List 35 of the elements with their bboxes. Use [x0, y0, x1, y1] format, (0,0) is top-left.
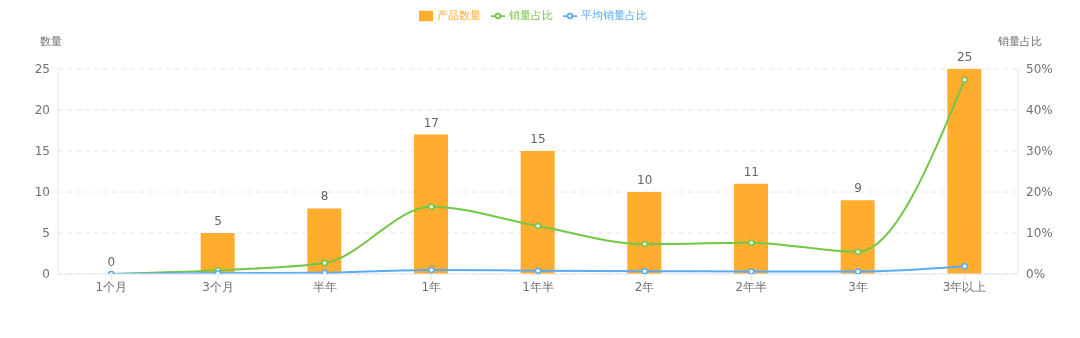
data-label: 25 [957, 50, 973, 64]
x-tick-label: 2年 [634, 279, 655, 294]
y2-tick-label: 30% [1026, 144, 1053, 158]
legend-label: 销量占比 [509, 9, 553, 22]
y2-tick-label: 20% [1026, 185, 1053, 199]
data-label: 0 [107, 255, 116, 269]
data-label: 15 [530, 132, 546, 146]
legend-label: 平均销量占比 [581, 9, 647, 22]
data-label: 10 [637, 173, 653, 187]
x-tick-label: 1个月 [95, 279, 128, 294]
y-tick-label: 20 [34, 103, 50, 117]
data-label: 17 [423, 115, 439, 130]
data-label: 5 [214, 214, 222, 228]
y-tick-label: 25 [34, 62, 50, 76]
x-tick-label: 3个月 [202, 279, 234, 294]
y-tick-label: 5 [42, 226, 50, 240]
y2-tick-label: 0% [1026, 267, 1046, 281]
x-tick-label: 3年 [848, 279, 868, 294]
y2-axis-title: 销量占比 [998, 34, 1042, 49]
y2-tick-label: 10% [1026, 226, 1053, 240]
y2-tick-label: 50% [1026, 62, 1053, 76]
data-label: 9 [854, 181, 862, 196]
x-tick-label: 1年 [421, 279, 442, 294]
y-tick-label: 15 [34, 144, 50, 158]
y-tick-label: 10 [34, 185, 50, 199]
x-tick-label: 半年 [312, 279, 337, 294]
data-label: 11 [743, 164, 759, 179]
y-tick-label: 0 [42, 267, 50, 281]
y-axis-title: 数量 [40, 34, 62, 49]
y2-tick-label: 40% [1026, 103, 1053, 117]
legend-label: 产品数量 [437, 9, 481, 22]
data-label: 8 [320, 189, 329, 204]
x-tick-label: 1年半 [522, 279, 554, 294]
x-tick-label: 2年半 [735, 279, 768, 294]
x-tick-label: 3年以上 [942, 279, 987, 294]
